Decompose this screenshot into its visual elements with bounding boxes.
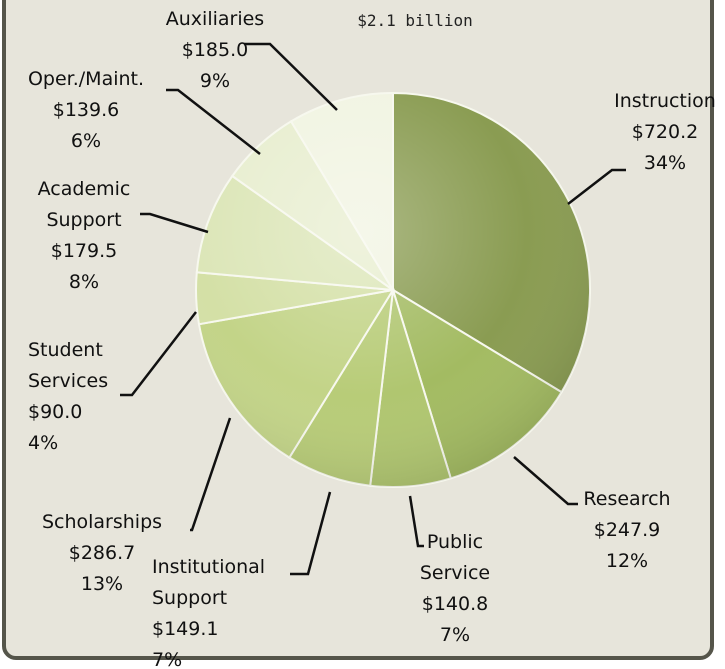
slice-label: Instruction $720.2 34% (614, 90, 716, 174)
leader-line (408, 495, 424, 548)
slice-label: Public Service $140.8 7% (420, 531, 490, 646)
leader-line (244, 42, 338, 111)
leader-line (513, 456, 578, 506)
chart-subtitle: $2.1 billion (357, 11, 473, 30)
slice-label: Institutional Support $149.1 7% (152, 556, 265, 669)
leader-line (567, 168, 626, 205)
leader-line (166, 88, 261, 155)
slice-label: Research $247.9 12% (583, 488, 670, 572)
leader-line (190, 417, 232, 532)
slice-label: Auxiliaries $185.0 9% (166, 8, 264, 92)
leader-line (140, 212, 209, 234)
slice-label: Oper./Maint. $139.6 6% (28, 68, 144, 152)
leader-line (120, 311, 197, 397)
slice-label: Student Services $90.0 4% (28, 339, 108, 454)
leader-line (290, 491, 332, 576)
slice-label: Scholarships $286.7 13% (42, 511, 162, 595)
slice-label: Academic Support $179.5 8% (38, 178, 131, 293)
